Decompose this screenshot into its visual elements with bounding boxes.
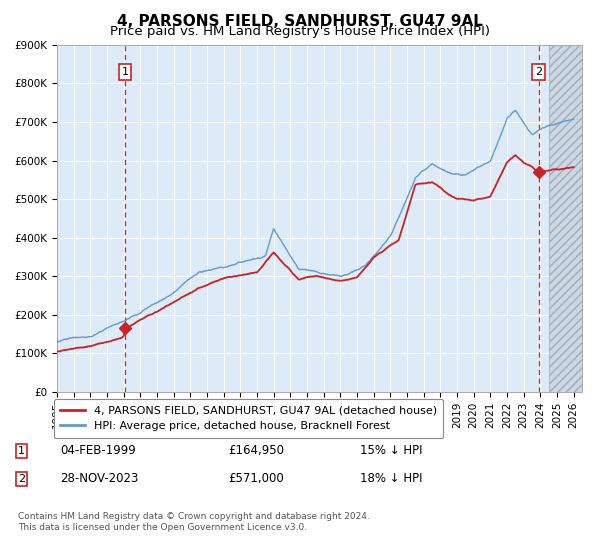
Text: 04-FEB-1999: 04-FEB-1999 (60, 444, 136, 458)
Text: 1: 1 (18, 446, 25, 456)
Text: £571,000: £571,000 (228, 472, 284, 486)
Text: £164,950: £164,950 (228, 444, 284, 458)
Bar (548, 45, 590, 392)
Legend: 4, PARSONS FIELD, SANDHURST, GU47 9AL (detached house), HPI: Average price, deta: 4, PARSONS FIELD, SANDHURST, GU47 9AL (d… (53, 399, 443, 438)
Text: Price paid vs. HM Land Registry's House Price Index (HPI): Price paid vs. HM Land Registry's House … (110, 25, 490, 38)
Bar (548, 45, 590, 392)
Text: Contains HM Land Registry data © Crown copyright and database right 2024.
This d: Contains HM Land Registry data © Crown c… (18, 512, 370, 532)
Text: 28-NOV-2023: 28-NOV-2023 (60, 472, 139, 486)
Text: 2: 2 (535, 67, 542, 77)
Text: 18% ↓ HPI: 18% ↓ HPI (360, 472, 422, 486)
Text: 1: 1 (122, 67, 128, 77)
Text: 15% ↓ HPI: 15% ↓ HPI (360, 444, 422, 458)
Text: 2: 2 (18, 474, 25, 484)
Text: 4, PARSONS FIELD, SANDHURST, GU47 9AL: 4, PARSONS FIELD, SANDHURST, GU47 9AL (117, 14, 483, 29)
